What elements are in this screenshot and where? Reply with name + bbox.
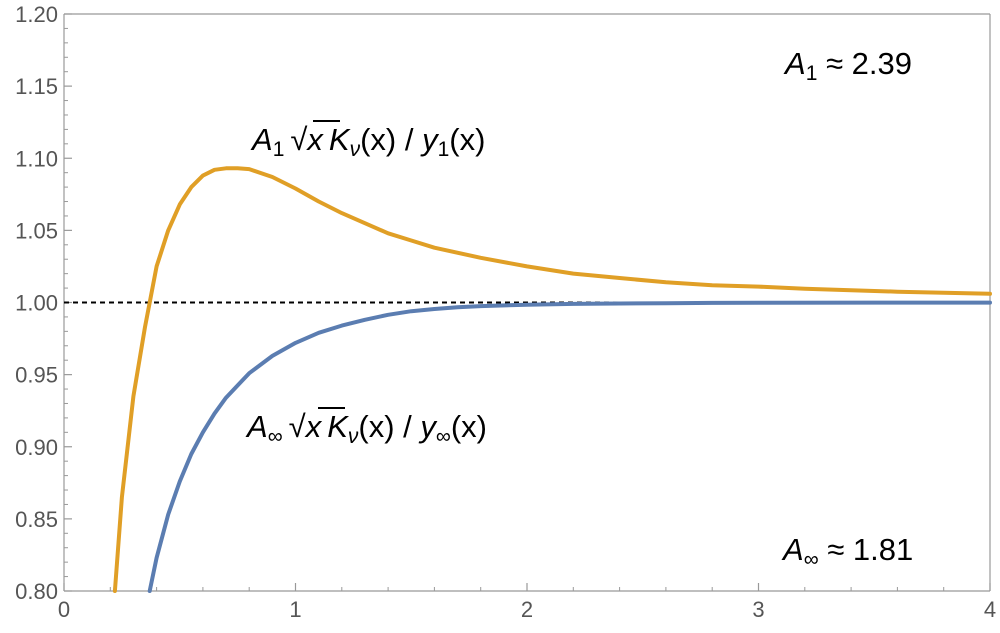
a1-annotation: A1 ≈ 2.39 (783, 46, 912, 85)
y-tick-label: 1.15 (15, 74, 58, 99)
series-label-lower: A∞ √x Kν(x) / y∞(x) (245, 409, 487, 448)
y-tick-label: 0.80 (15, 579, 58, 604)
series-layer (112, 166, 992, 593)
x-axis-ticks: 0 1 2 3 4 (58, 583, 996, 622)
y-tick-label: 0.90 (15, 435, 58, 460)
series-label-upper: A1 √x Kν(x) / y1(x) (250, 122, 485, 161)
y-tick-label: 1.10 (15, 146, 58, 171)
x-tick-label: 2 (521, 597, 533, 622)
x-tick-label: 4 (984, 597, 996, 622)
ainf-annotation: A∞ ≈ 1.81 (781, 532, 913, 571)
y-tick-label: 1.20 (15, 2, 58, 27)
y-tick-label: 1.05 (15, 218, 58, 243)
y-tick-label: 1.00 (15, 291, 58, 316)
y-axis-ticks: 0.80 0.85 0.90 0.95 1.00 1.05 1.10 1.15 1.20 (15, 2, 72, 604)
x-tick-label: 0 (58, 597, 70, 622)
series-line-upper (112, 166, 992, 593)
y-tick-label: 0.85 (15, 507, 58, 532)
y-tick-label: 0.95 (15, 363, 58, 388)
series-line-lower (147, 300, 992, 593)
x-tick-label: 1 (289, 597, 301, 622)
x-tick-label: 3 (752, 597, 764, 622)
